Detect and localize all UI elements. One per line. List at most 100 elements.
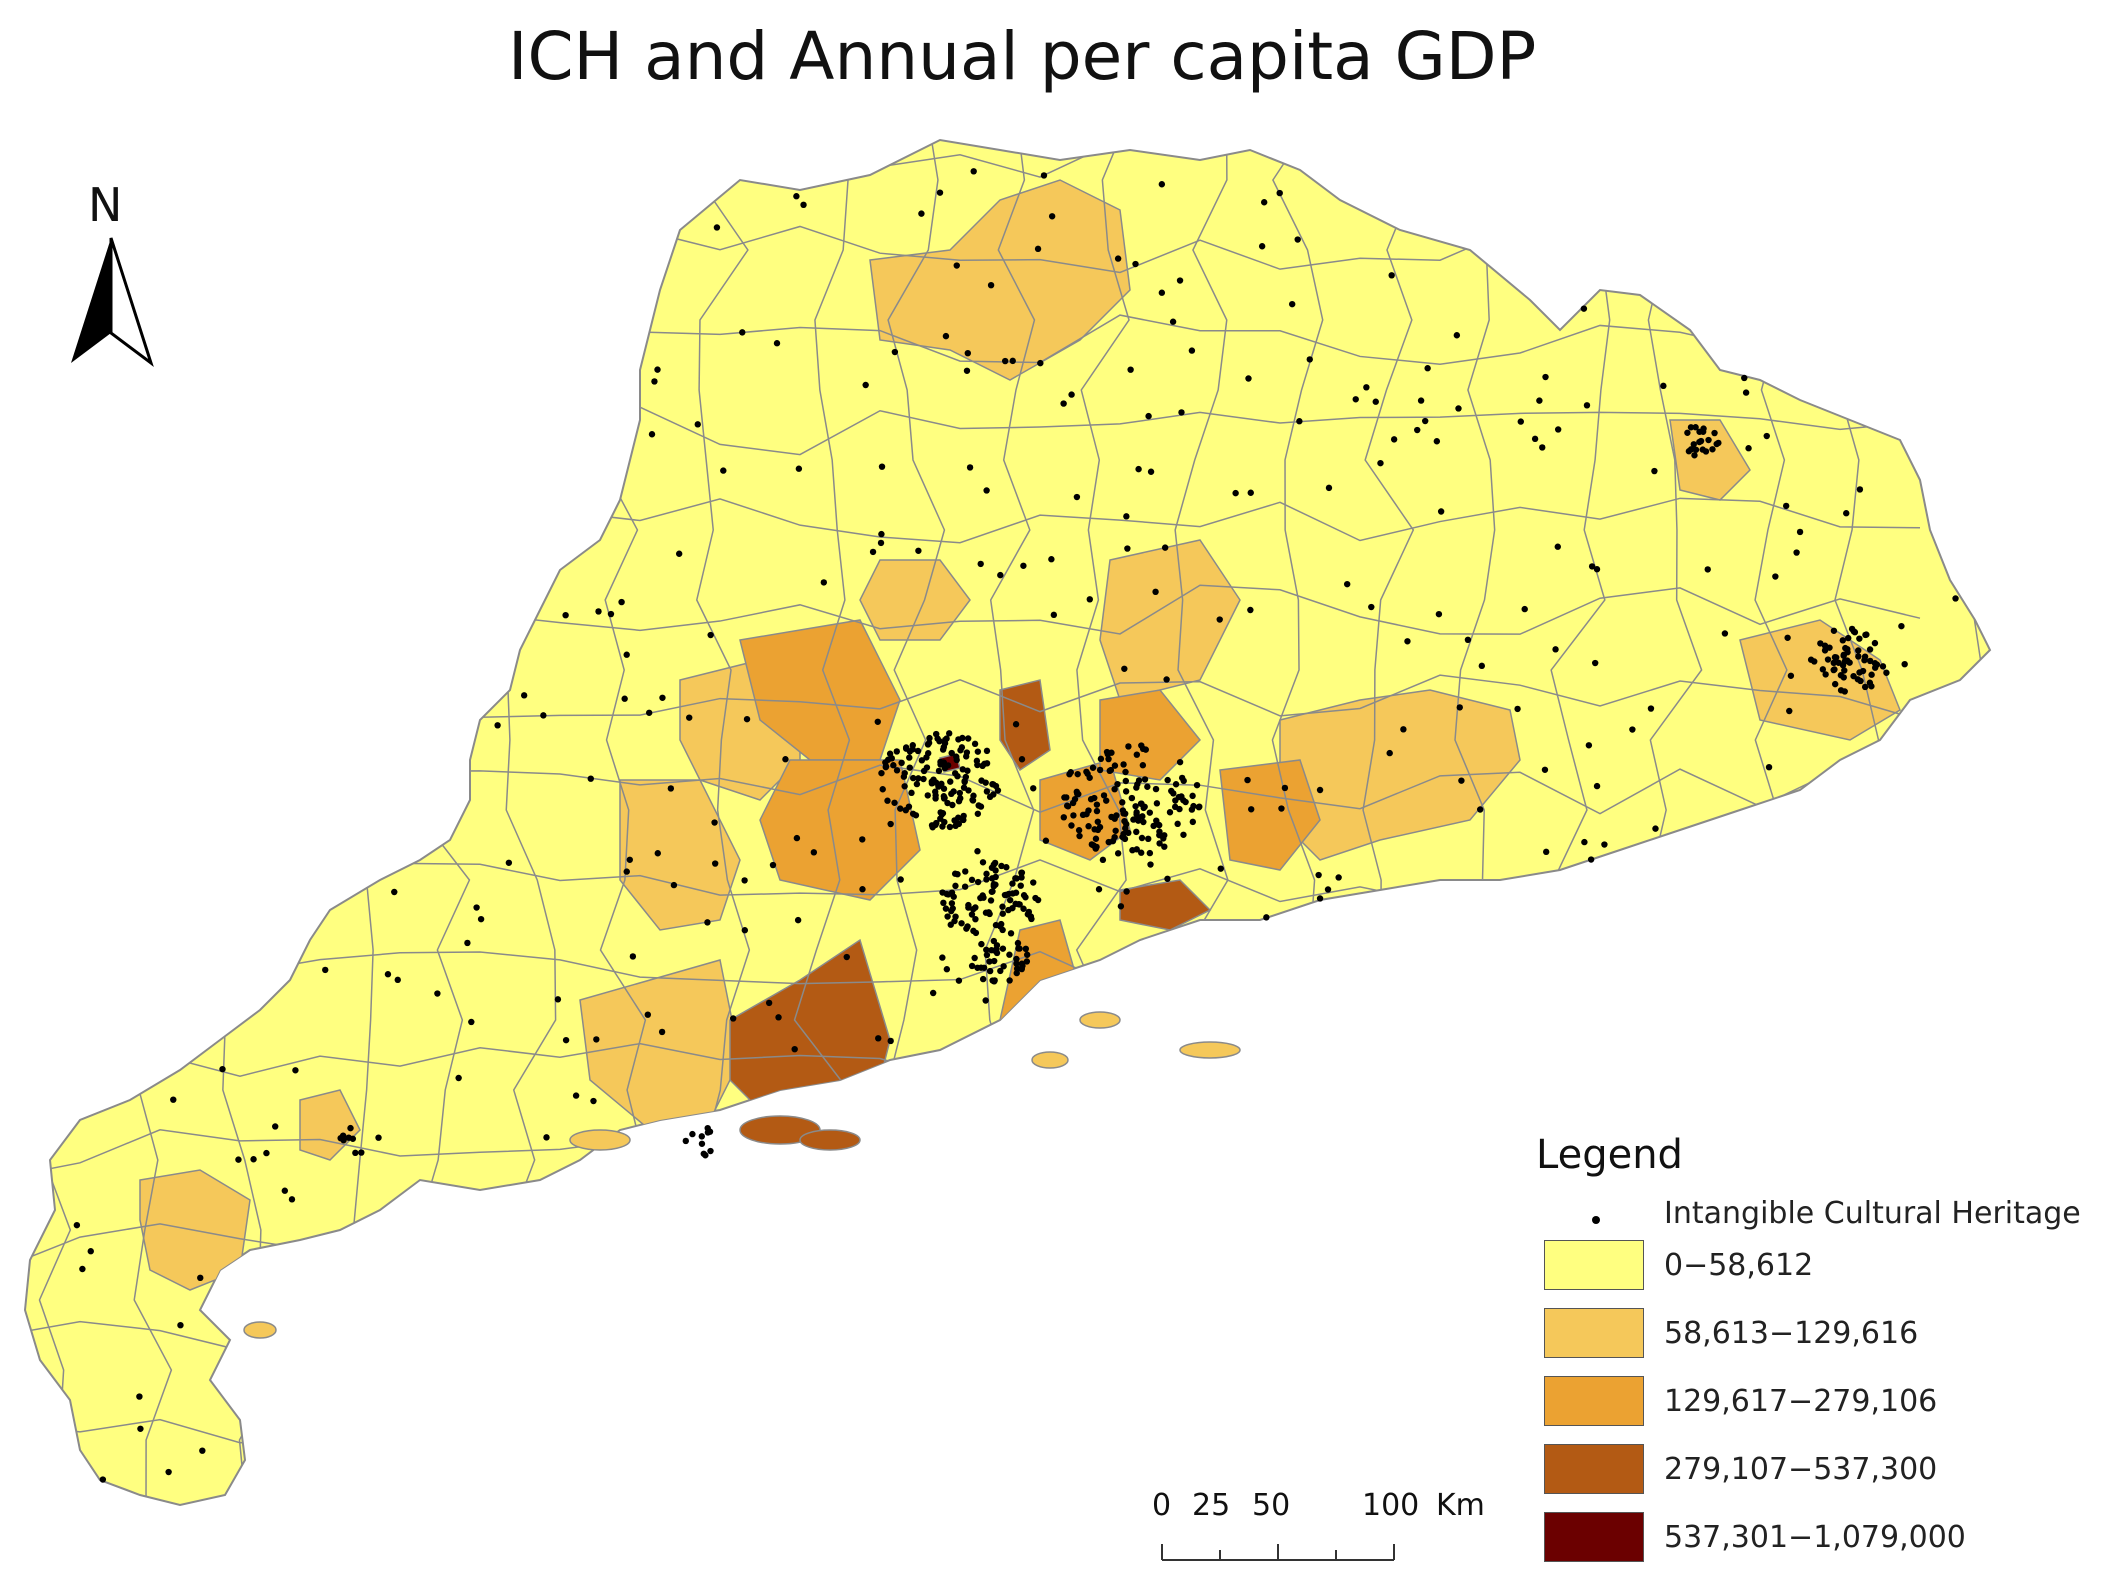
legend-swatch — [1544, 1240, 1644, 1290]
ich-point — [1119, 799, 1126, 806]
ich-point — [1831, 654, 1839, 661]
island — [243, 1321, 277, 1339]
legend-class-item: 0−58,612 — [1536, 1240, 2096, 1294]
ich-point — [1133, 828, 1140, 836]
ich-point — [1521, 605, 1528, 613]
ich-point — [645, 709, 653, 716]
ich-point — [977, 894, 984, 902]
ich-point — [843, 953, 850, 961]
ich-point — [219, 1065, 226, 1073]
ich-point — [494, 722, 501, 729]
ich-point — [1435, 610, 1443, 618]
ich-point — [1023, 958, 1031, 965]
ich-point — [686, 714, 693, 721]
ich-point — [1684, 429, 1691, 436]
ich-point — [651, 378, 658, 385]
island — [569, 1129, 631, 1151]
ich-point — [1032, 894, 1039, 902]
ich-point — [1861, 683, 1869, 691]
gdp-region — [999, 679, 1051, 772]
ich-point — [1012, 889, 1020, 896]
ich-point — [992, 867, 999, 874]
ich-point — [1830, 627, 1838, 634]
ich-point — [905, 803, 913, 810]
ich-point — [983, 951, 991, 959]
legend-class-item: 58,613−129,616 — [1536, 1308, 2096, 1362]
ich-point — [884, 756, 892, 763]
ich-point — [1819, 666, 1827, 673]
ich-point — [1898, 622, 1905, 630]
ich-point — [1841, 688, 1848, 695]
ich-point — [1161, 843, 1168, 850]
ich-point — [1862, 631, 1869, 639]
ich-point — [1541, 766, 1549, 773]
ich-point — [1114, 255, 1122, 262]
ich-point — [963, 367, 971, 374]
ich-point — [1821, 642, 1829, 649]
ich-point — [1763, 432, 1770, 440]
ich-point — [1120, 761, 1127, 768]
ich-point — [1711, 429, 1718, 437]
ich-point — [999, 910, 1007, 917]
ich-point — [1145, 412, 1152, 420]
ich-point — [859, 886, 866, 893]
ich-point — [197, 1274, 204, 1282]
ich-point — [739, 329, 746, 336]
ich-point — [1138, 742, 1145, 749]
legend-swatch — [1544, 1376, 1644, 1426]
ich-point — [384, 971, 392, 978]
ich-point — [1020, 905, 1027, 912]
ich-point — [468, 1018, 475, 1026]
ich-point — [1316, 786, 1324, 794]
ich-point — [954, 871, 961, 878]
ich-point — [1742, 389, 1750, 396]
ich-point — [1685, 448, 1693, 455]
ich-point — [1144, 783, 1151, 790]
ich-point — [391, 888, 398, 896]
ich-point — [658, 1028, 666, 1036]
legend-class-label: 537,301−1,079,000 — [1664, 1520, 1966, 1555]
ich-point — [1141, 776, 1149, 783]
ich-point — [1066, 771, 1073, 778]
ich-point — [1288, 300, 1296, 308]
ich-point — [810, 849, 818, 856]
ich-point — [1001, 357, 1009, 365]
ich-point — [1705, 436, 1712, 444]
ich-point — [971, 954, 978, 962]
legend-item-ich: Intangible Cultural Heritage — [1536, 1196, 2096, 1250]
ich-point — [1278, 805, 1285, 812]
legend-class-item: 537,301−1,079,000 — [1536, 1512, 2096, 1566]
ich-point — [965, 904, 972, 911]
ich-point — [990, 937, 998, 945]
ich-point — [1114, 780, 1121, 788]
ich-point — [1109, 837, 1117, 845]
ich-point — [1087, 796, 1095, 803]
legend-class-label: 129,617−279,106 — [1664, 1384, 1938, 1419]
ich-point — [983, 870, 990, 878]
ich-point — [1335, 874, 1342, 881]
ich-point — [891, 799, 898, 806]
ich-point — [901, 783, 908, 790]
ich-point — [1189, 792, 1196, 800]
ich-point — [958, 744, 966, 751]
scale-tick-label: 25 — [1192, 1488, 1231, 1523]
ich-point — [1111, 785, 1118, 793]
ich-point — [1023, 951, 1031, 958]
ich-point — [991, 859, 999, 867]
ich-point — [978, 940, 985, 948]
ich-point — [322, 966, 329, 974]
ich-point — [434, 990, 441, 997]
ich-point — [974, 878, 982, 886]
ich-point — [607, 610, 615, 618]
ich-point — [1588, 563, 1596, 570]
ich-point — [1117, 903, 1125, 910]
ich-point — [1855, 653, 1862, 660]
legend-class-item: 279,107−537,300 — [1536, 1444, 2096, 1498]
ich-point — [1839, 662, 1847, 669]
ich-point — [1073, 493, 1081, 501]
ich-point — [1866, 646, 1874, 653]
ich-point — [980, 964, 988, 971]
ich-point — [915, 547, 922, 554]
ich-point — [1782, 502, 1790, 510]
